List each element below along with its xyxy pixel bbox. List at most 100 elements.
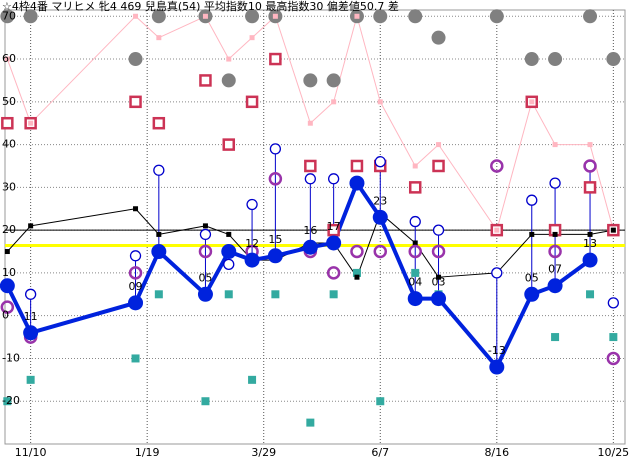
open-circle [269,143,282,155]
open-circle [491,267,503,279]
open-circle [607,297,619,309]
main-point [524,286,540,302]
red-square [222,138,236,151]
teal-square [224,290,233,299]
open-circle [223,258,235,271]
gray-dot [23,9,38,24]
open-circle [327,173,340,185]
open-circle [374,156,386,168]
x-tick-label: 3/29 [251,446,276,459]
main-point [0,278,15,294]
line-point [331,99,337,105]
purple-circle [128,266,143,280]
main-point [128,295,144,311]
line-point [587,142,593,148]
open-circle [24,288,37,300]
point-label: 11 [24,310,38,323]
line-point [4,56,10,62]
red-square [432,159,445,173]
main-point [489,359,505,375]
point-label: 16 [303,224,317,237]
teal-square [26,375,35,384]
y-tick-label: 0 [2,309,9,322]
line-point [272,13,278,19]
line-point [587,231,593,237]
main-point [267,248,283,264]
teal-square [411,268,420,277]
line-point [156,231,162,237]
open-circle [199,228,212,241]
main-point [23,325,39,341]
red-square [408,181,422,194]
point-label: 04 [408,276,422,289]
gray-dot [326,73,341,88]
main-point [582,252,598,268]
teal-square [551,333,560,342]
line-point [610,227,616,233]
red-square [350,159,364,173]
main-point [197,286,213,302]
main-point [372,209,388,225]
red-square [129,95,142,109]
y-tick-label: 30 [2,180,16,193]
gray-dot [606,52,621,67]
purple-circle [268,172,283,186]
purple-circle [431,244,446,259]
main-point [547,278,563,294]
teal-square [586,290,595,299]
gray-dot [373,9,388,24]
main-point [431,291,447,307]
x-tick-label: 6/7 [371,446,389,459]
point-label: 17 [327,220,341,233]
purple-circle [583,159,597,173]
red-square [304,159,317,173]
series-line [5,181,592,370]
line-point [552,231,558,237]
line-point [529,231,535,237]
gray-dot [524,52,539,67]
main-point [221,244,237,260]
y-tick-label: 70 [2,9,16,22]
point-label: 12 [245,237,259,250]
purple-circle [490,159,504,173]
line-point [202,13,208,19]
teal-square [3,397,12,406]
y-tick-label: -20 [2,394,20,407]
line-point [249,35,255,41]
line-point [156,35,162,41]
x-tick-label: 11/10 [15,446,47,459]
gray-dot [0,9,15,24]
gray-dot [221,73,236,88]
line-point [552,142,558,148]
main-point [349,175,365,191]
gray-dot [548,52,563,67]
teal-square [609,333,618,342]
teal-square [352,268,361,277]
line-point [377,99,383,105]
purple-circle [198,244,213,259]
point-label: 05 [198,271,212,284]
line-point [226,56,232,62]
x-tick-label: 1/19 [135,446,160,459]
y-tick-label: 10 [2,266,16,279]
main-point [302,239,318,255]
red-square [1,116,14,130]
open-circle [409,215,421,228]
chart-title: ☆4枠4番 マリヒメ 牝4 469 兒島真(54) 平均指数10 最高指数30 … [2,0,399,13]
y-tick-label: -10 [2,351,20,364]
line-point [354,13,360,19]
point-label: 23 [373,194,387,207]
red-square [583,181,597,194]
point-label: 15 [268,233,282,246]
teal-square [248,375,257,384]
gray-dot [245,9,260,24]
y-tick-label: 50 [2,95,16,108]
teal-square [154,290,163,299]
purple-circle [373,244,388,259]
teal-square [306,418,315,427]
purple-circle [548,244,562,259]
purple-circle [0,300,15,314]
plot-frame [4,9,626,445]
y-tick-label: 60 [2,52,16,65]
line-point [307,120,313,126]
